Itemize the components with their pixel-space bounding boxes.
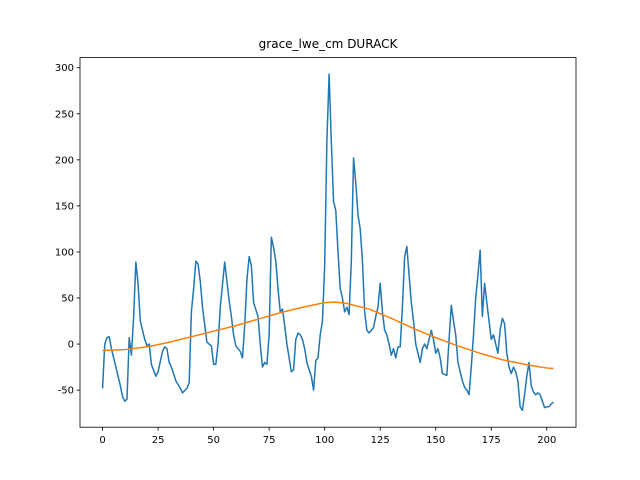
x-tick-label: 25 [152, 435, 165, 446]
data-line [101, 73, 554, 412]
y-tick-label: 50 [61, 294, 74, 305]
x-tick-label: 150 [426, 435, 445, 446]
y-tick-label: 100 [55, 247, 74, 258]
axes-frame [79, 57, 577, 428]
x-tick-label: 0 [99, 435, 105, 446]
x-tick-label: 125 [371, 435, 390, 446]
x-tick-label: 75 [263, 435, 276, 446]
y-tick-label: 250 [55, 109, 74, 120]
y-tick-label: 0 [68, 340, 74, 351]
x-tick-label: 175 [482, 435, 501, 446]
x-tick-label: 50 [207, 435, 220, 446]
y-tick-label: 200 [55, 155, 74, 166]
x-tick-label: 200 [537, 435, 556, 446]
data-line [102, 301, 554, 370]
chart-title: grace_lwe_cm DURACK [259, 37, 399, 51]
y-tick-label: 300 [55, 63, 74, 74]
x-tick-label: 100 [315, 435, 334, 446]
y-tick-label: -50 [58, 386, 74, 397]
y-tick-label: 150 [55, 201, 74, 212]
